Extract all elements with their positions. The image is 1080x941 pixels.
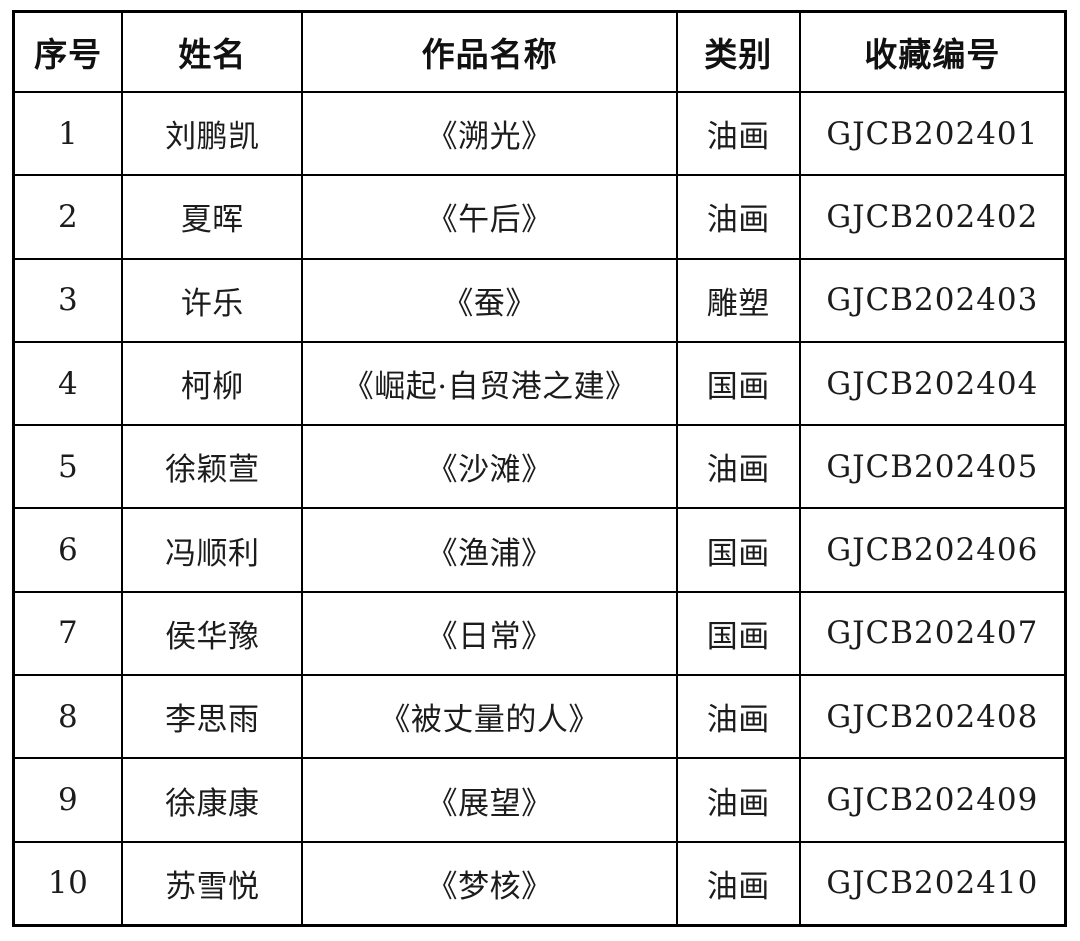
column-header-name: 姓名: [121, 10, 304, 93]
column-header-code: 收藏编号: [798, 10, 1067, 93]
header-row: 序号 姓名 作品名称 类别 收藏编号: [12, 10, 1067, 93]
cell-name: 刘鹏凯: [121, 90, 304, 177]
cell-name: 冯顺利: [121, 507, 304, 593]
cell-name: 苏雪悦: [121, 840, 304, 927]
cell-category: 雕塑: [675, 257, 801, 343]
cell-code: GJCB202402: [798, 174, 1067, 260]
cell-code: GJCB202405: [798, 424, 1067, 510]
cell-title: 《崛起·自贸港之建》: [301, 340, 678, 427]
column-header-category: 类别: [675, 10, 801, 93]
cell-name: 徐颖萱: [121, 424, 304, 510]
cell-category: 油画: [675, 174, 801, 260]
cell-index: 8: [12, 674, 124, 760]
cell-index: 10: [12, 840, 124, 927]
cell-category: 油画: [675, 90, 801, 177]
cell-code: GJCB202401: [798, 90, 1067, 177]
table-row: 5 徐颖萱 《沙滩》 油画 GJCB202405: [12, 424, 1067, 510]
cell-index: 3: [12, 257, 124, 343]
cell-category: 国画: [675, 507, 801, 593]
table-row: 6 冯顺利 《渔浦》 国画 GJCB202406: [12, 507, 1067, 593]
cell-index: 5: [12, 424, 124, 510]
cell-category: 油画: [675, 424, 801, 510]
cell-code: GJCB202404: [798, 340, 1067, 427]
cell-title: 《梦核》: [301, 840, 678, 927]
cell-index: 7: [12, 590, 124, 677]
table-row: 2 夏晖 《午后》 油画 GJCB202402: [12, 174, 1067, 260]
cell-category: 国画: [675, 590, 801, 677]
cell-title: 《展望》: [301, 757, 678, 843]
cell-name: 李思雨: [121, 674, 304, 760]
cell-category: 油画: [675, 840, 801, 927]
cell-code: GJCB202403: [798, 257, 1067, 343]
table-row: 8 李思雨 《被丈量的人》 油画 GJCB202408: [12, 674, 1067, 760]
cell-title: 《蚕》: [301, 257, 678, 343]
cell-title: 《日常》: [301, 590, 678, 677]
cell-index: 2: [12, 174, 124, 260]
cell-index: 9: [12, 757, 124, 843]
cell-title: 《溯光》: [301, 90, 678, 177]
column-header-title: 作品名称: [301, 10, 678, 93]
cell-title: 《渔浦》: [301, 507, 678, 593]
table-row: 4 柯柳 《崛起·自贸港之建》 国画 GJCB202404: [12, 340, 1067, 427]
cell-category: 国画: [675, 340, 801, 427]
table-row: 1 刘鹏凯 《溯光》 油画 GJCB202401: [12, 90, 1067, 177]
artwork-collection-table: 序号 姓名 作品名称 类别 收藏编号 1 刘鹏凯 《溯光》 油画 GJCB202…: [12, 10, 1067, 927]
cell-index: 4: [12, 340, 124, 427]
cell-name: 许乐: [121, 257, 304, 343]
cell-title: 《被丈量的人》: [301, 674, 678, 760]
table-row: 7 侯华豫 《日常》 国画 GJCB202407: [12, 590, 1067, 677]
cell-code: GJCB202409: [798, 757, 1067, 843]
table-row: 3 许乐 《蚕》 雕塑 GJCB202403: [12, 257, 1067, 343]
cell-category: 油画: [675, 674, 801, 760]
cell-code: GJCB202407: [798, 590, 1067, 677]
cell-title: 《午后》: [301, 174, 678, 260]
column-header-index: 序号: [12, 10, 124, 93]
table-row: 10 苏雪悦 《梦核》 油画 GJCB202410: [12, 840, 1067, 927]
cell-code: GJCB202406: [798, 507, 1067, 593]
cell-code: GJCB202410: [798, 840, 1067, 927]
cell-code: GJCB202408: [798, 674, 1067, 760]
cell-category: 油画: [675, 757, 801, 843]
cell-name: 夏晖: [121, 174, 304, 260]
cell-name: 徐康康: [121, 757, 304, 843]
cell-name: 柯柳: [121, 340, 304, 427]
table-row: 9 徐康康 《展望》 油画 GJCB202409: [12, 757, 1067, 843]
cell-index: 6: [12, 507, 124, 593]
cell-index: 1: [12, 90, 124, 177]
cell-title: 《沙滩》: [301, 424, 678, 510]
cell-name: 侯华豫: [121, 590, 304, 677]
